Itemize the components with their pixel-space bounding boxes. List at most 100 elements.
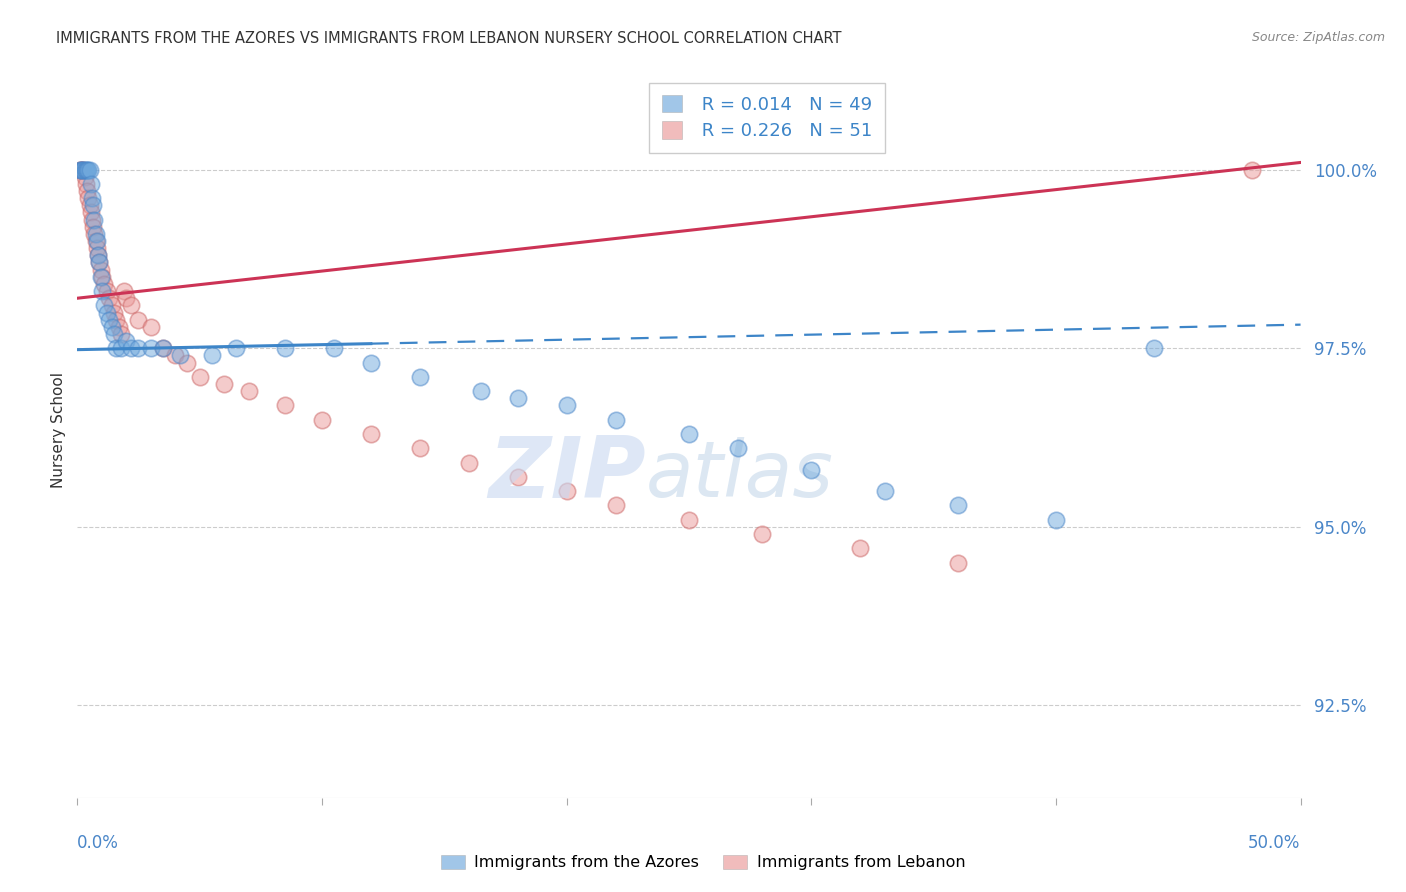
Point [946, 556, 969, 570]
Point [84, 234, 107, 248]
Point [110, 326, 132, 341]
Point [69, 162, 91, 177]
Point [506, 391, 529, 405]
Point [76, 184, 98, 198]
Text: 0.0%: 0.0% [77, 834, 120, 852]
Point [311, 412, 333, 426]
Point [849, 541, 872, 556]
Point [69, 162, 91, 177]
Point [103, 326, 125, 341]
Point [105, 341, 128, 355]
Legend: Immigrants from the Azores, Immigrants from Lebanon: Immigrants from the Azores, Immigrants f… [434, 848, 972, 877]
Point [678, 427, 700, 442]
Point [115, 291, 138, 305]
Text: Source: ZipAtlas.com: Source: ZipAtlas.com [1251, 31, 1385, 45]
Point [212, 376, 235, 391]
Point [100, 298, 122, 312]
Point [87, 248, 110, 262]
Point [727, 442, 749, 456]
Point [77, 191, 100, 205]
Point [108, 319, 131, 334]
Text: atlas: atlas [647, 436, 834, 513]
Point [238, 384, 260, 398]
Point [800, 463, 823, 477]
Point [80, 205, 103, 219]
Text: 50.0%: 50.0% [1249, 834, 1301, 852]
Point [1240, 162, 1263, 177]
Point [165, 348, 187, 362]
Point [112, 284, 135, 298]
Point [225, 341, 247, 355]
Point [555, 398, 578, 412]
Point [605, 412, 627, 426]
Point [90, 269, 112, 284]
Point [274, 341, 297, 355]
Text: IMMIGRANTS FROM THE AZORES VS IMMIGRANTS FROM LEBANON NURSERY SCHOOL CORRELATION: IMMIGRANTS FROM THE AZORES VS IMMIGRANTS… [56, 31, 842, 46]
Point [98, 291, 121, 305]
Point [73, 162, 96, 177]
Point [98, 312, 121, 326]
Point [83, 227, 105, 241]
Point [188, 369, 211, 384]
Point [76, 162, 98, 177]
Point [73, 169, 96, 184]
Point [89, 255, 111, 269]
Point [87, 248, 110, 262]
Point [70, 162, 93, 177]
Point [139, 341, 162, 355]
Point [70, 162, 93, 177]
Point [90, 262, 112, 277]
Point [323, 341, 346, 355]
Point [139, 319, 162, 334]
Point [103, 305, 125, 319]
Point [70, 162, 93, 177]
Point [70, 162, 93, 177]
Point [120, 298, 142, 312]
Point [409, 369, 432, 384]
Point [110, 341, 132, 355]
Point [79, 162, 101, 177]
Y-axis label: Nursery School: Nursery School [51, 372, 66, 489]
Point [274, 398, 297, 412]
Point [169, 348, 191, 362]
Point [1045, 513, 1067, 527]
Point [82, 219, 104, 234]
Point [90, 284, 112, 298]
Point [1143, 341, 1166, 355]
Point [72, 162, 94, 177]
Point [873, 484, 896, 499]
Point [84, 227, 107, 241]
Point [75, 177, 97, 191]
Point [82, 198, 104, 212]
Point [152, 341, 174, 355]
Point [83, 212, 105, 227]
Point [946, 499, 969, 513]
Point [555, 484, 578, 499]
Point [96, 305, 118, 319]
Point [96, 284, 118, 298]
Point [201, 348, 224, 362]
Point [360, 355, 382, 369]
Point [80, 212, 103, 227]
Point [75, 162, 97, 177]
Point [93, 298, 115, 312]
Point [409, 442, 432, 456]
Point [79, 198, 101, 212]
Point [80, 191, 103, 205]
Legend:  R = 0.014   N = 49,  R = 0.226   N = 51: R = 0.014 N = 49, R = 0.226 N = 51 [650, 82, 884, 153]
Text: ZIP: ZIP [488, 433, 647, 516]
Point [360, 427, 382, 442]
Point [127, 312, 149, 326]
Point [176, 355, 198, 369]
Point [457, 456, 479, 470]
Point [152, 341, 174, 355]
Point [90, 269, 112, 284]
Point [127, 341, 149, 355]
Point [86, 234, 108, 248]
Point [80, 177, 103, 191]
Point [100, 319, 122, 334]
Point [470, 384, 492, 398]
Point [72, 162, 94, 177]
Point [751, 527, 773, 541]
Point [120, 341, 142, 355]
